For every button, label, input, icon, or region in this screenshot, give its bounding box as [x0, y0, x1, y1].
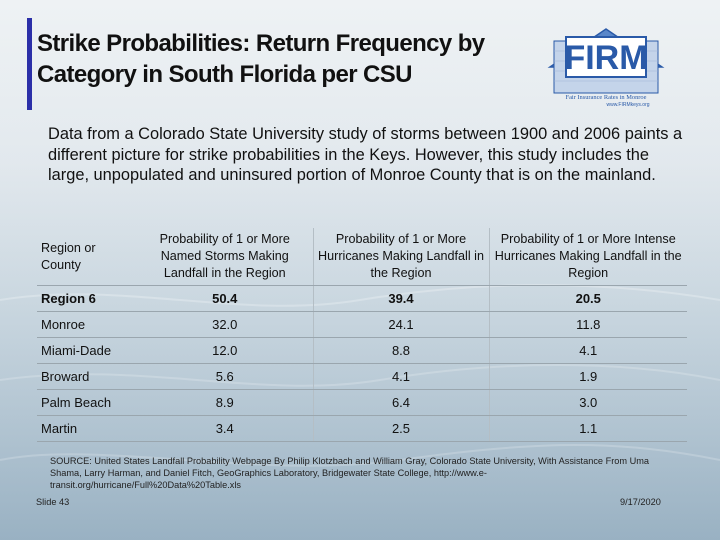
header-named-storms: Probability of 1 or More Named Storms Ma…: [137, 228, 313, 286]
region-cell: Miami-Dade: [37, 337, 137, 364]
named-storms-cell: 50.4: [137, 285, 313, 312]
table-row: Palm Beach 8.9 6.4 3.0: [37, 389, 687, 416]
named-storms-cell: 3.4: [137, 415, 313, 442]
table-row: Miami-Dade 12.0 8.8 4.1: [37, 337, 687, 364]
hurricanes-cell: 8.8: [312, 337, 489, 364]
intense-hurricanes-cell: 4.1: [488, 337, 687, 364]
table-row: Monroe 32.0 24.1 11.8: [37, 311, 687, 338]
header-intense-hurricanes: Probability of 1 or More Intense Hurrica…: [488, 228, 687, 286]
intense-hurricanes-cell: 1.1: [488, 415, 687, 442]
hurricanes-cell: 24.1: [312, 311, 489, 338]
hurricanes-cell: 39.4: [312, 285, 489, 312]
svg-text:FIRM: FIRM: [564, 39, 647, 77]
source-citation: SOURCE: United States Landfall Probabili…: [50, 456, 649, 490]
title-line-2: Category in South Florida per CSU: [37, 61, 413, 88]
region-cell: Broward: [37, 363, 137, 390]
firm-logo: FIRM Fair Insurance Rates in Monroe www.…: [547, 28, 665, 107]
table-header-row: Region or County Probability of 1 or Mor…: [37, 228, 687, 286]
hurricanes-cell: 2.5: [312, 415, 489, 442]
intense-hurricanes-cell: 3.0: [488, 389, 687, 416]
slide-date: 9/17/2020: [620, 497, 661, 507]
hurricanes-cell: 4.1: [312, 363, 489, 390]
probability-table: Region or County Probability of 1 or Mor…: [37, 228, 687, 442]
intro-paragraph: Data from a Colorado State University st…: [48, 125, 683, 184]
header-region: Region or County: [37, 228, 137, 286]
region-cell: Monroe: [37, 311, 137, 338]
table-row: Broward 5.6 4.1 1.9: [37, 363, 687, 390]
named-storms-cell: 32.0: [137, 311, 313, 338]
table-row: Region 6 50.4 39.4 20.5: [37, 285, 687, 312]
slide-number: Slide 43: [36, 497, 70, 507]
hurricanes-cell: 6.4: [312, 389, 489, 416]
intense-hurricanes-cell: 11.8: [488, 311, 687, 338]
named-storms-cell: 12.0: [137, 337, 313, 364]
title-line-1: Strike Probabilities: Return Frequency b…: [37, 30, 485, 57]
region-cell: Martin: [37, 415, 137, 442]
intense-hurricanes-cell: 20.5: [488, 285, 687, 312]
named-storms-cell: 5.6: [137, 363, 313, 390]
header-hurricanes: Probability of 1 or More Hurricanes Maki…: [312, 228, 489, 286]
title-accent-bar: [27, 18, 32, 110]
table-row: Martin 3.4 2.5 1.1: [37, 415, 687, 442]
region-cell: Region 6: [37, 285, 137, 312]
region-cell: Palm Beach: [37, 389, 137, 416]
svg-text:Fair Insurance Rates in Monroe: Fair Insurance Rates in Monroe: [566, 94, 647, 101]
named-storms-cell: 8.9: [137, 389, 313, 416]
intense-hurricanes-cell: 1.9: [488, 363, 687, 390]
slide-title: Strike Probabilities: Return Frequency b…: [37, 28, 537, 90]
svg-text:www.FIRMkeys.org: www.FIRMkeys.org: [606, 102, 649, 107]
